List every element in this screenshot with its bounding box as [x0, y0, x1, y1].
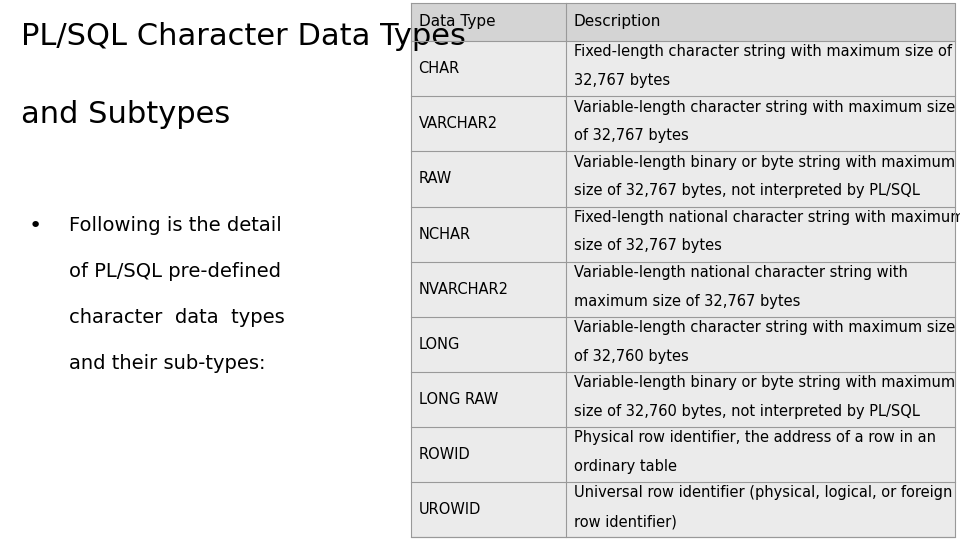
Text: of 32,767 bytes: of 32,767 bytes	[574, 128, 688, 143]
Text: CHAR: CHAR	[419, 61, 460, 76]
Text: Variable-length binary or byte string with maximum: Variable-length binary or byte string wi…	[574, 375, 955, 390]
Text: LONG RAW: LONG RAW	[419, 392, 498, 407]
Text: Following is the detail: Following is the detail	[69, 216, 282, 235]
Text: row identifier): row identifier)	[574, 514, 677, 529]
Text: Universal row identifier (physical, logical, or foreign: Universal row identifier (physical, logi…	[574, 485, 952, 501]
Text: 32,767 bytes: 32,767 bytes	[574, 73, 670, 88]
Text: NVARCHAR2: NVARCHAR2	[419, 282, 509, 297]
Text: size of 32,767 bytes: size of 32,767 bytes	[574, 239, 722, 253]
Text: and their sub-types:: and their sub-types:	[69, 354, 266, 373]
Text: •: •	[29, 216, 42, 236]
Text: size of 32,767 bytes, not interpreted by PL/SQL: size of 32,767 bytes, not interpreted by…	[574, 183, 920, 198]
Text: Variable-length national character string with: Variable-length national character strin…	[574, 265, 907, 280]
Text: Data Type: Data Type	[419, 15, 495, 30]
Text: UROWID: UROWID	[419, 502, 481, 517]
Text: Variable-length character string with maximum size: Variable-length character string with ma…	[574, 320, 955, 335]
Text: ordinary table: ordinary table	[574, 459, 677, 474]
Text: maximum size of 32,767 bytes: maximum size of 32,767 bytes	[574, 294, 800, 308]
Text: Physical row identifier, the address of a row in an: Physical row identifier, the address of …	[574, 430, 936, 445]
Text: ROWID: ROWID	[419, 447, 470, 462]
Text: and Subtypes: and Subtypes	[21, 100, 230, 129]
Text: RAW: RAW	[419, 172, 452, 186]
Text: Variable-length character string with maximum size: Variable-length character string with ma…	[574, 99, 955, 114]
Text: LONG: LONG	[419, 337, 460, 352]
Text: PL/SQL Character Data Types: PL/SQL Character Data Types	[21, 22, 466, 51]
Bar	[411, 3, 955, 537]
Text: Variable-length binary or byte string with maximum: Variable-length binary or byte string wi…	[574, 154, 955, 170]
Text: Fixed-length national character string with maximum: Fixed-length national character string w…	[574, 210, 960, 225]
Text: of PL/SQL pre-defined: of PL/SQL pre-defined	[69, 262, 281, 281]
Bar	[411, 3, 955, 41]
Text: NCHAR: NCHAR	[419, 227, 470, 241]
Text: size of 32,760 bytes, not interpreted by PL/SQL: size of 32,760 bytes, not interpreted by…	[574, 404, 920, 419]
Text: character  data  types: character data types	[69, 308, 285, 327]
Text: of 32,760 bytes: of 32,760 bytes	[574, 349, 688, 363]
Text: Description: Description	[574, 15, 661, 30]
Text: Fixed-length character string with maximum size of: Fixed-length character string with maxim…	[574, 44, 951, 59]
Text: VARCHAR2: VARCHAR2	[419, 117, 497, 131]
